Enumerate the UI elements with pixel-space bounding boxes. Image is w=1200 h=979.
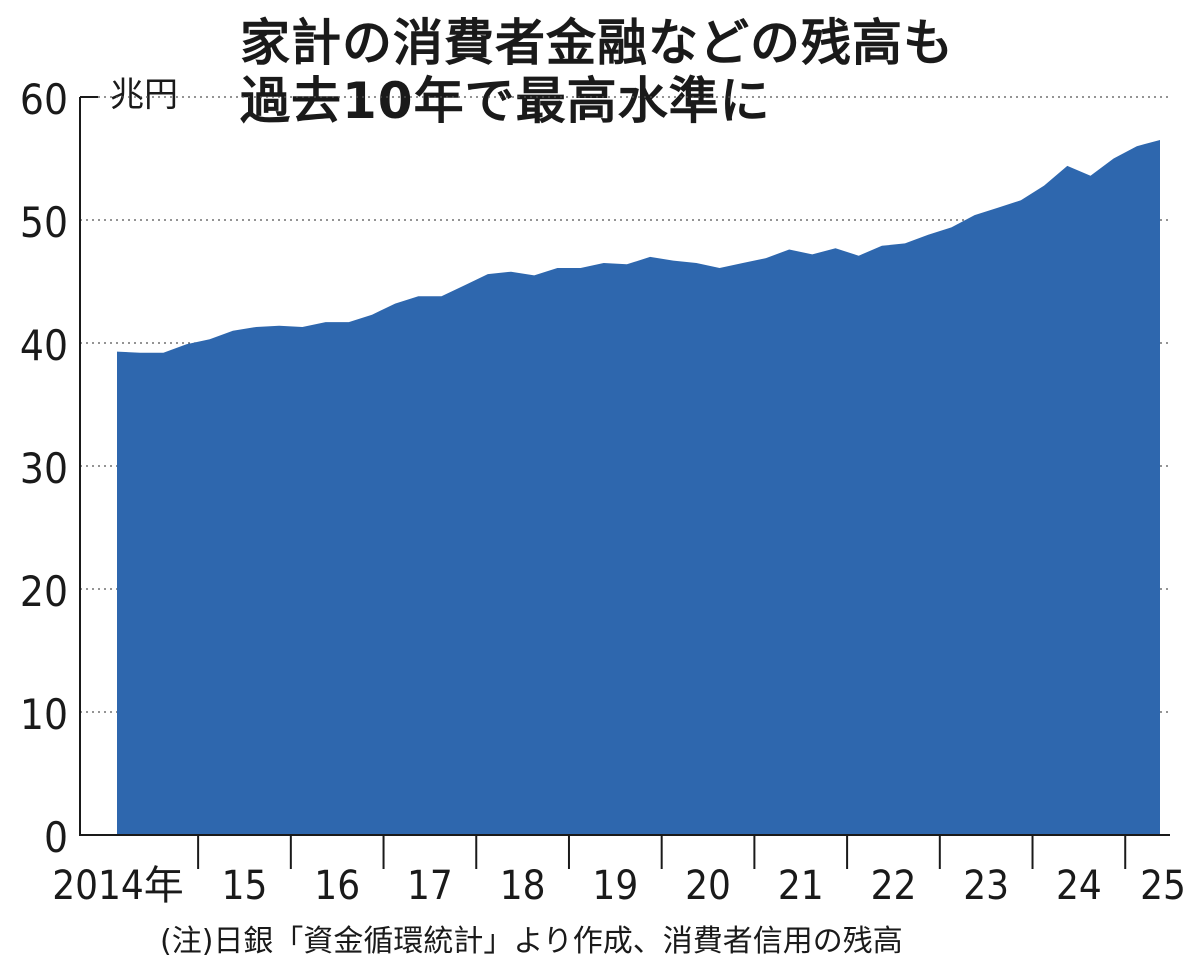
y-tick-label-50: 50: [20, 198, 68, 247]
x-tick-label-2023: 23: [963, 863, 1009, 909]
chart-title-line-2: 過去10年で最高水準に: [240, 72, 771, 130]
x-tick-label-2017: 17: [407, 863, 453, 909]
y-tick-label-30: 30: [20, 444, 68, 493]
chart-title-line-1: 家計の消費者金融などの残高も: [240, 14, 954, 72]
x-tick-label-2014: 2014年: [52, 863, 184, 909]
x-tick-label-2021: 21: [778, 863, 824, 909]
y-tick-label-0: 0: [44, 813, 68, 862]
x-tick-label-2020: 20: [685, 863, 731, 909]
y-tick-labels: 0 10 20 30 40 50 60: [20, 75, 68, 862]
y-tick-label-10: 10: [20, 690, 68, 739]
x-tick-labels: 2014年 15 16 17 18 19 20 21 22 23 24 25: [52, 863, 1186, 909]
x-tick-label-2015: 15: [222, 863, 268, 909]
x-tick-label-2016: 16: [314, 863, 360, 909]
x-tick-label-2018: 18: [500, 863, 546, 909]
y-tick-label-40: 40: [20, 321, 68, 370]
balance-area-series: [117, 140, 1160, 835]
x-tick-label-2024: 24: [1056, 863, 1102, 909]
y-tick-label-20: 20: [20, 567, 68, 616]
x-tick-label-2019: 19: [592, 863, 638, 909]
x-tick-label-2025: 25: [1140, 863, 1186, 909]
x-tick-label-2022: 22: [871, 863, 917, 909]
source-footnote: (注)日銀「資金循環統計」より作成、消費者信用の残高: [160, 924, 903, 959]
y-axis-unit-label: 兆円: [110, 75, 178, 115]
axes: [79, 96, 1170, 869]
y-tick-label-60: 60: [20, 75, 68, 124]
